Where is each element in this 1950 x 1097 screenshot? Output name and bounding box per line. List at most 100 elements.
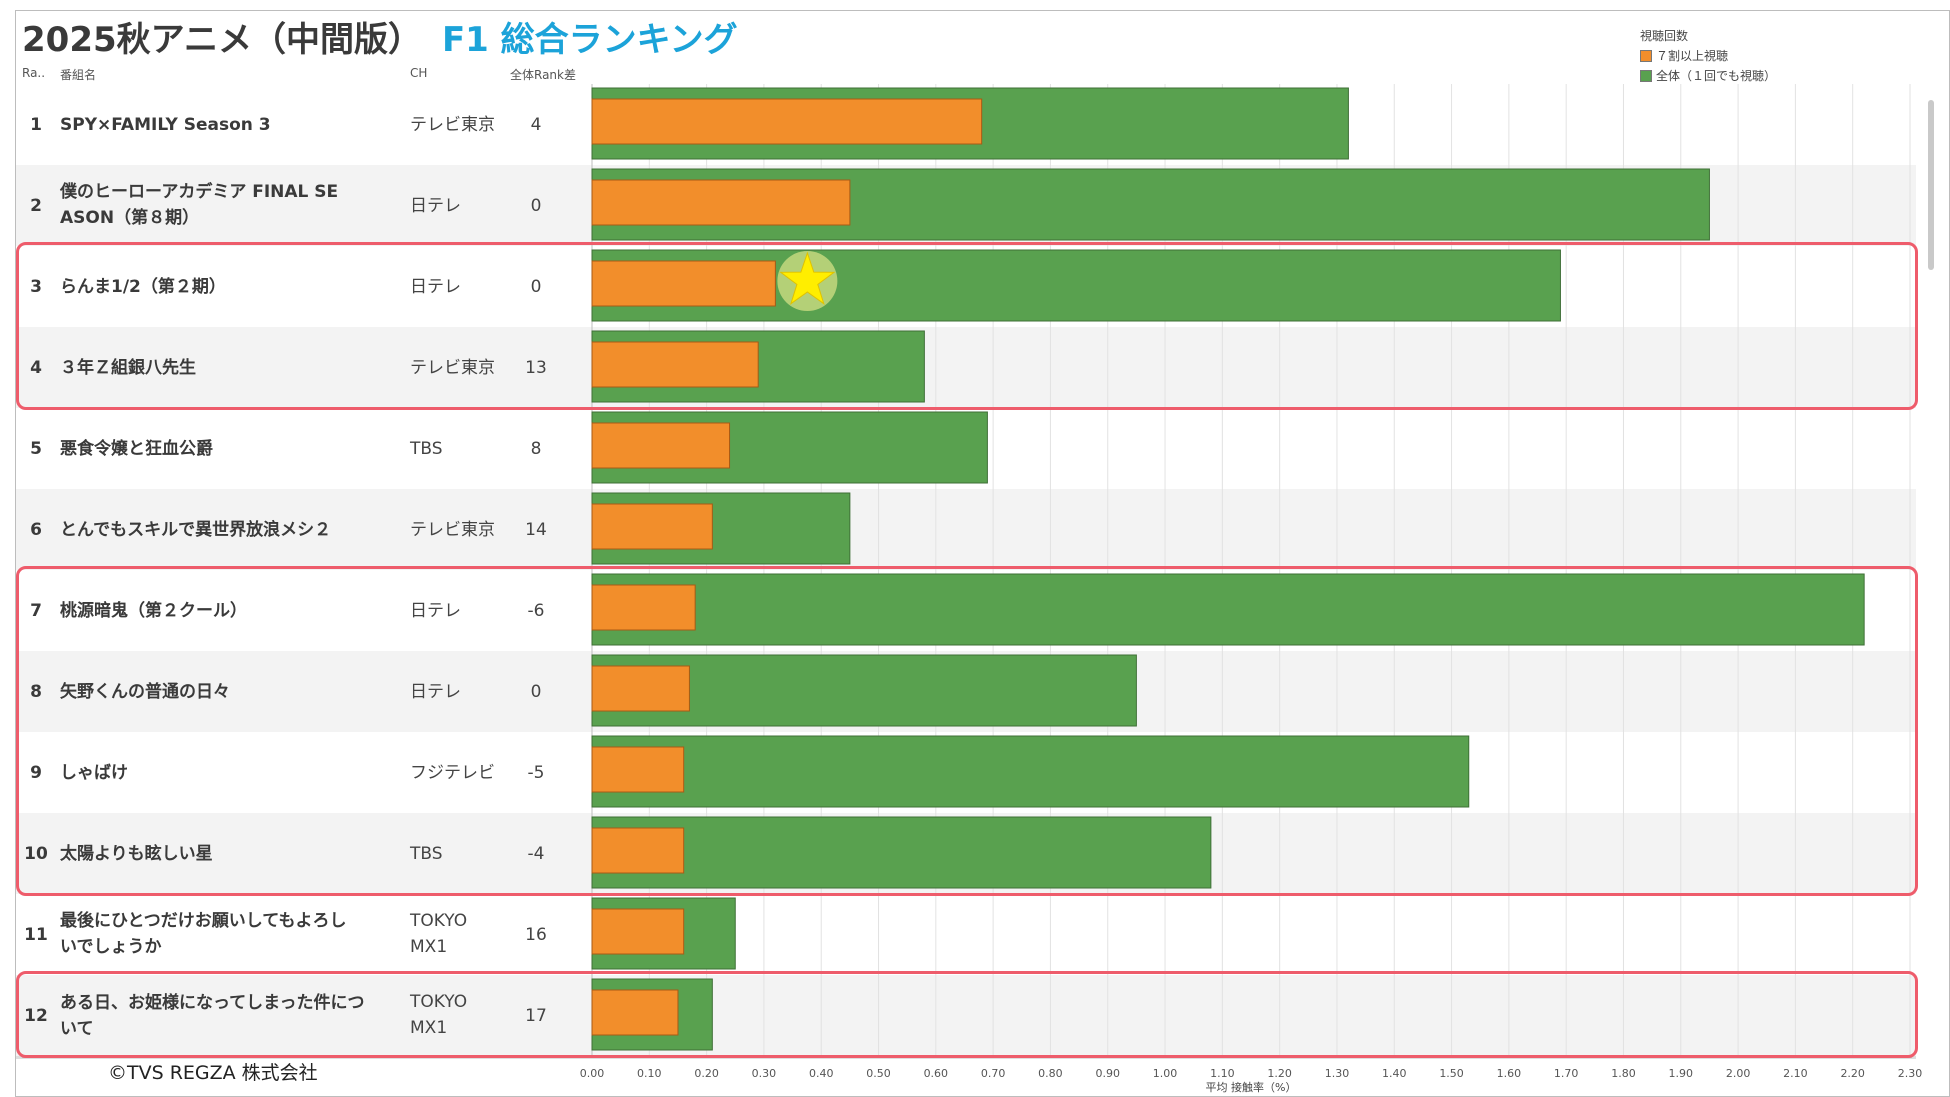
table-row[interactable]: 12 ある日、お姫様になってしまった件について TOKYO MX1 17 — [16, 975, 1916, 1056]
row-channel: テレビ東京 — [410, 357, 495, 378]
row-rank: 1 — [30, 114, 42, 135]
row-rank: 10 — [24, 843, 48, 864]
bar-top70-viewers — [591, 503, 713, 550]
bar-top70-viewers — [591, 260, 776, 307]
x-tick-label: 0.60 — [924, 1067, 949, 1080]
highlight-box-rows-7-10 — [16, 566, 1918, 896]
x-tick-label: 1.40 — [1382, 1067, 1407, 1080]
x-tick-label: 0.00 — [580, 1067, 605, 1080]
x-tick-label: 0.10 — [637, 1067, 662, 1080]
row-rank: 2 — [30, 195, 42, 216]
x-axis-title: 平均 接触率（%） — [1206, 1080, 1297, 1094]
bar-top70-viewers — [591, 179, 851, 226]
header-ch[interactable]: CH — [410, 66, 428, 80]
row-rank-diff: 4 — [530, 114, 542, 135]
x-tick-label: 2.10 — [1783, 1067, 1808, 1080]
x-tick-label: 0.80 — [1038, 1067, 1063, 1080]
table-row[interactable]: 4 ３年Ｚ組銀八先生 テレビ東京 13 — [16, 327, 1916, 408]
highlight-box-rows-3-4 — [16, 242, 1918, 410]
bar-top70-viewers — [591, 665, 690, 712]
x-tick-label: 0.20 — [694, 1067, 719, 1080]
x-tick-label: 1.60 — [1497, 1067, 1522, 1080]
header-name[interactable]: 番組名 — [60, 68, 97, 82]
row-program-name: 矢野くんの普通の日々 — [60, 681, 230, 702]
row-channel: TOKYO MX1 — [410, 975, 500, 1056]
copyright: ©TVS REGZA 株式会社 — [108, 1062, 318, 1084]
row-rank: 5 — [30, 438, 42, 459]
bar-top70-viewers — [591, 908, 685, 955]
row-rank-diff: -4 — [527, 843, 545, 864]
star-icon — [779, 251, 836, 305]
x-tick-label: 1.80 — [1611, 1067, 1636, 1080]
table-row[interactable]: 6 とんでもスキルで異世界放浪メシ２ テレビ東京 14 — [16, 489, 1916, 570]
x-tick-label: 1.30 — [1325, 1067, 1350, 1080]
x-tick-label: 2.00 — [1726, 1067, 1751, 1080]
table-row[interactable]: 11 最後にひとつだけお願いしてもよろし いでしょうか TOKYO MX1 16 — [16, 894, 1916, 975]
row-channel: 日テレ — [410, 600, 461, 621]
row-program-name: 桃源暗鬼（第２クール） — [60, 600, 247, 621]
row-channel: TOKYO MX1 — [410, 894, 500, 975]
row-rank: 9 — [30, 762, 42, 783]
x-tick-label: 0.90 — [1095, 1067, 1120, 1080]
row-program-name: 太陽よりも眩しい星 — [60, 843, 213, 864]
page-title: 2025秋アニメ（中間版） F1 総合ランキング — [22, 12, 738, 61]
row-channel: フジテレビ — [410, 762, 495, 783]
row-channel-line: MX1 — [410, 937, 448, 957]
highlight-box-row-12 — [16, 971, 1918, 1058]
legend-item-top70[interactable]: ７割以上視聴 — [1640, 47, 1776, 64]
row-rank-diff: 0 — [530, 195, 542, 216]
row-program-name-line: 僕のヒーローアカデミア FINAL SE — [60, 182, 339, 202]
row-channel: テレビ東京 — [410, 114, 495, 135]
bar-top70-viewers — [591, 827, 685, 874]
row-rank-diff: 0 — [530, 276, 542, 297]
x-tick-label: 0.70 — [981, 1067, 1006, 1080]
title-main: 2025秋アニメ（中間版） — [22, 20, 422, 60]
bar-all-viewers — [591, 735, 1470, 808]
row-program-name: とんでもスキルで異世界放浪メシ２ — [60, 519, 332, 540]
legend-swatch-orange — [1640, 49, 1652, 62]
row-rank: 8 — [30, 681, 42, 702]
x-tick-label: 1.10 — [1210, 1067, 1235, 1080]
row-rank-diff: 13 — [525, 357, 547, 378]
bar-all-viewers — [591, 816, 1212, 889]
x-tick-label: 0.50 — [866, 1067, 891, 1080]
row-rank: 11 — [24, 924, 48, 945]
x-tick-label: 1.20 — [1267, 1067, 1292, 1080]
row-program-name: ある日、お姫様になってしまった件について — [60, 992, 365, 1039]
header-rank[interactable]: Ra.. — [22, 66, 46, 80]
legend-swatch-green — [1640, 69, 1652, 82]
x-tick-label: 2.20 — [1840, 1067, 1865, 1080]
row-rank-diff: 14 — [525, 519, 547, 540]
row-channel: TBS — [410, 438, 443, 459]
legend: 視聴回数 ７割以上視聴 全体（１回でも視聴） — [1640, 27, 1776, 84]
vertical-scrollbar[interactable] — [1928, 100, 1934, 270]
row-rank: 4 — [30, 357, 42, 378]
legend-item-all[interactable]: 全体（１回でも視聴） — [1640, 67, 1776, 84]
bar-top70-viewers — [591, 746, 685, 793]
row-program-name-line: ASON（第８期） — [60, 208, 200, 228]
x-tick-label: 2.30 — [1898, 1067, 1923, 1080]
bar-top70-viewers — [591, 341, 759, 388]
x-tick-label: 1.50 — [1439, 1067, 1464, 1080]
row-program-name: 悪食令嬢と狂血公爵 — [60, 438, 213, 459]
row-program-name: 最後にひとつだけお願いしてもよろし いでしょうか — [60, 894, 380, 975]
header-rank-diff[interactable]: 全体Rank差 — [510, 68, 576, 82]
row-rank: 3 — [30, 276, 42, 297]
row-rank: 6 — [30, 519, 42, 540]
x-tick-label: 1.00 — [1153, 1067, 1178, 1080]
row-program-name-line: いでしょうか — [60, 937, 162, 957]
row-channel-line: TOKYO — [410, 992, 468, 1012]
row-channel-line: MX1 — [410, 1018, 448, 1038]
row-program-name: ３年Ｚ組銀八先生 — [60, 357, 196, 378]
bar-top70-viewers — [591, 98, 983, 145]
row-program-name: しゃばけ — [60, 762, 128, 783]
row-rank-diff: 17 — [525, 1005, 547, 1026]
row-channel: TBS — [410, 843, 443, 864]
row-rank: 7 — [30, 600, 42, 621]
row-rank-diff: 0 — [530, 681, 542, 702]
row-rank: 12 — [24, 1005, 48, 1026]
row-program-name: SPY×FAMILY Season 3 — [60, 114, 271, 135]
row-rank-diff: -6 — [527, 600, 545, 621]
row-channel: 日テレ — [410, 681, 461, 702]
